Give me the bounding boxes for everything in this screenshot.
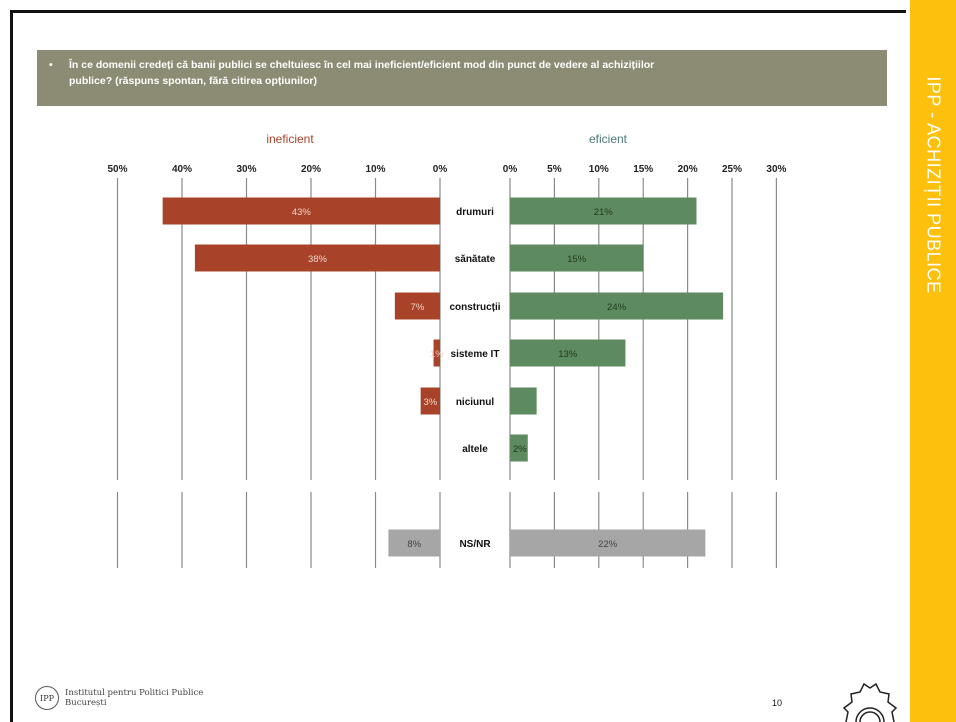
data-label-ineficient-sanatate: 38%	[308, 254, 328, 265]
data-label-ineficient-ns-nr: 8%	[407, 539, 421, 550]
institution-line-2: București	[65, 698, 107, 708]
question-line-1: • În ce domenii credeți că banii publici …	[49, 57, 875, 73]
bar-ineficient-sanatate	[194, 244, 440, 272]
data-label-eficient-constructii: 24%	[607, 302, 627, 313]
category-label-sanatate: sănătate	[455, 254, 496, 265]
right-tick-label: 25%	[722, 164, 742, 175]
data-label-eficient-altele: 2%	[513, 444, 527, 455]
bar-eficient-sisteme-it	[510, 339, 626, 367]
category-label-altele: altele	[462, 444, 488, 455]
sidebar	[910, 0, 956, 722]
category-label-constructii: construcții	[449, 302, 500, 313]
category-label-drumuri: drumuri	[456, 207, 494, 218]
page-number: 10	[772, 698, 783, 708]
slide-frame	[10, 10, 906, 722]
left-tick-label: 50%	[107, 164, 127, 175]
left-tick-label: 30%	[236, 164, 256, 175]
left-tick-label: 10%	[365, 164, 385, 175]
data-label-ineficient-constructii: 7%	[411, 302, 425, 313]
institution-line-1: Institutul pentru Politici Publice	[65, 688, 204, 698]
data-label-eficient-sanatate: 15%	[567, 254, 587, 265]
chart-bars	[162, 197, 724, 557]
grid-break	[100, 480, 800, 492]
bar-eficient-constructii	[510, 292, 724, 320]
bullet-icon: •	[49, 59, 53, 71]
left-tick-label: 20%	[301, 164, 321, 175]
bar-ineficient-drumuri	[162, 197, 440, 225]
ipp-emblem-icon	[842, 682, 898, 722]
data-label-eficient-sisteme-it: 13%	[558, 349, 578, 360]
data-label-ineficient-sisteme-it: 1%	[430, 349, 444, 360]
right-tick-label: 20%	[678, 164, 698, 175]
category-label-niciunul: niciunul	[456, 397, 495, 408]
left-tick-label: 0%	[433, 164, 448, 175]
category-label-ns-nr: NS/NR	[459, 539, 491, 550]
right-tick-label: 0%	[503, 164, 518, 175]
right-tick-label: 30%	[766, 164, 786, 175]
chart-labels: ineficient eficient drumuri 43% 21% sănătate 3…	[266, 132, 627, 550]
ipp-logo-icon: IPP	[35, 686, 59, 710]
bar-ineficient-constructii	[394, 292, 440, 320]
question-text-1: În ce domenii credeți că banii publici s…	[69, 59, 655, 71]
left-tick-label: 40%	[172, 164, 192, 175]
bar-eficient-drumuri	[510, 197, 697, 225]
series-name-ineficient: ineficient	[266, 132, 314, 146]
bar-eficient-ns-nr	[510, 529, 706, 557]
series-name-eficient: eficient	[589, 132, 628, 146]
chart-axes: 50% 40% 30% 20% 10% 0% 0% 5% 10% 15% 20% 25% 30%	[107, 164, 786, 175]
institution-name: Institutul pentru Politici Publice Bucur…	[65, 688, 203, 708]
right-tick-label: 15%	[633, 164, 653, 175]
chart-gridlines	[100, 178, 800, 568]
data-label-ineficient-niciunul: 3%	[423, 397, 437, 408]
question-text-2: publice? (răspuns spontan, fără citirea …	[69, 75, 317, 87]
question-box: • În ce domenii credeți că banii publici …	[37, 50, 887, 106]
bar-eficient-altele	[510, 434, 528, 462]
right-tick-label: 10%	[589, 164, 609, 175]
data-label-eficient-drumuri: 21%	[594, 207, 614, 218]
bar-eficient-niciunul	[510, 387, 537, 415]
bar-ineficient-ns-nr	[388, 529, 440, 557]
bar-ineficient-sisteme-it	[433, 339, 440, 367]
bar-eficient-sanatate	[510, 244, 644, 272]
footer-logo: IPP Institutul pentru Politici Publice B…	[35, 686, 203, 710]
category-label-sisteme-it: sisteme IT	[451, 349, 500, 360]
data-label-ineficient-drumuri: 43%	[292, 207, 312, 218]
bar-ineficient-niciunul	[420, 387, 440, 415]
data-label-eficient-ns-nr: 22%	[598, 539, 618, 550]
right-tick-label: 5%	[547, 164, 562, 175]
